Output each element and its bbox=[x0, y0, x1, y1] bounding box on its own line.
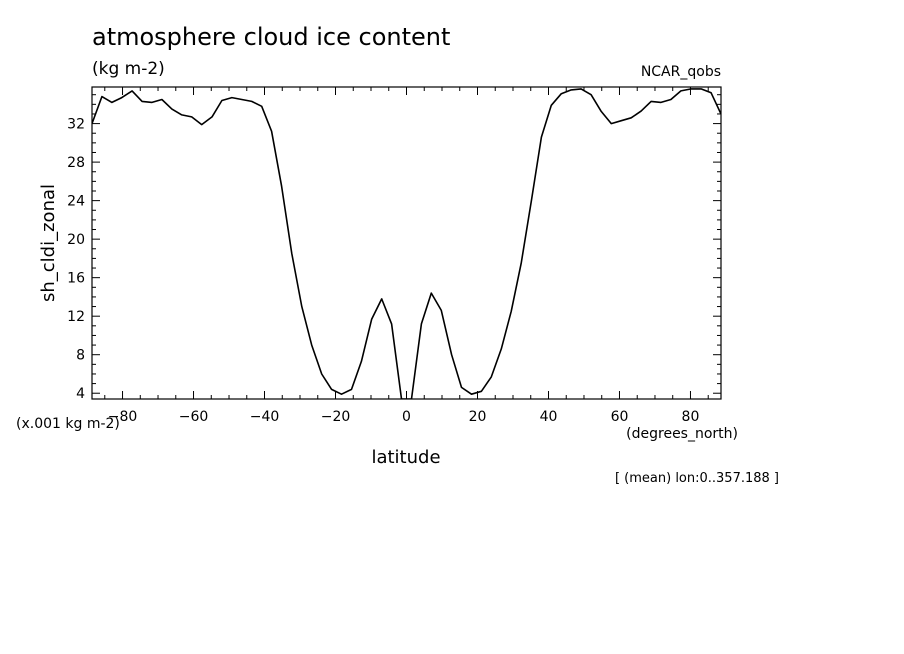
x-tick-label: 60 bbox=[611, 409, 629, 425]
x-tick-label: 80 bbox=[682, 409, 700, 425]
footnote: [ (mean) lon:0..357.188 ] bbox=[615, 471, 779, 486]
y-tick-label: 32 bbox=[67, 117, 85, 133]
x-tick-label: −40 bbox=[250, 409, 280, 425]
x-tick-group: −80 −60 −40 −20 0 20 40 60 80 bbox=[104, 87, 709, 425]
x-tick-label: 40 bbox=[540, 409, 558, 425]
x-tick-label: −80 bbox=[108, 409, 138, 425]
series-layer bbox=[92, 88, 721, 399]
chart-title: atmosphere cloud ice content bbox=[92, 23, 450, 51]
y-axis-label: sh_cldi_zonal bbox=[38, 184, 59, 302]
x-tick-label: 20 bbox=[469, 409, 487, 425]
series-line bbox=[92, 88, 721, 399]
chart-units: (kg m-2) bbox=[92, 59, 165, 79]
y-tick-label: 4 bbox=[76, 386, 85, 402]
y-tick-label: 12 bbox=[67, 309, 85, 325]
plot-frame bbox=[91, 86, 722, 400]
y-tick-group: 4 8 12 16 20 24 28 32 bbox=[67, 94, 721, 402]
x-tick-label: −20 bbox=[321, 409, 351, 425]
x-tick-label: 0 bbox=[402, 409, 411, 425]
source-label: NCAR_qobs bbox=[641, 64, 721, 80]
x-axis-label: latitude bbox=[371, 447, 440, 468]
y-tick-label: 8 bbox=[76, 348, 85, 364]
y-scale-note: (x.001 kg m-2) bbox=[16, 416, 120, 432]
y-tick-label: 20 bbox=[67, 232, 85, 248]
plot-clip bbox=[92, 88, 721, 399]
y-tick-label: 24 bbox=[67, 194, 85, 210]
x-units-label: (degrees_north) bbox=[626, 426, 738, 442]
y-tick-label: 28 bbox=[67, 155, 85, 171]
x-tick-label: −60 bbox=[179, 409, 209, 425]
y-tick-label: 16 bbox=[67, 271, 85, 287]
